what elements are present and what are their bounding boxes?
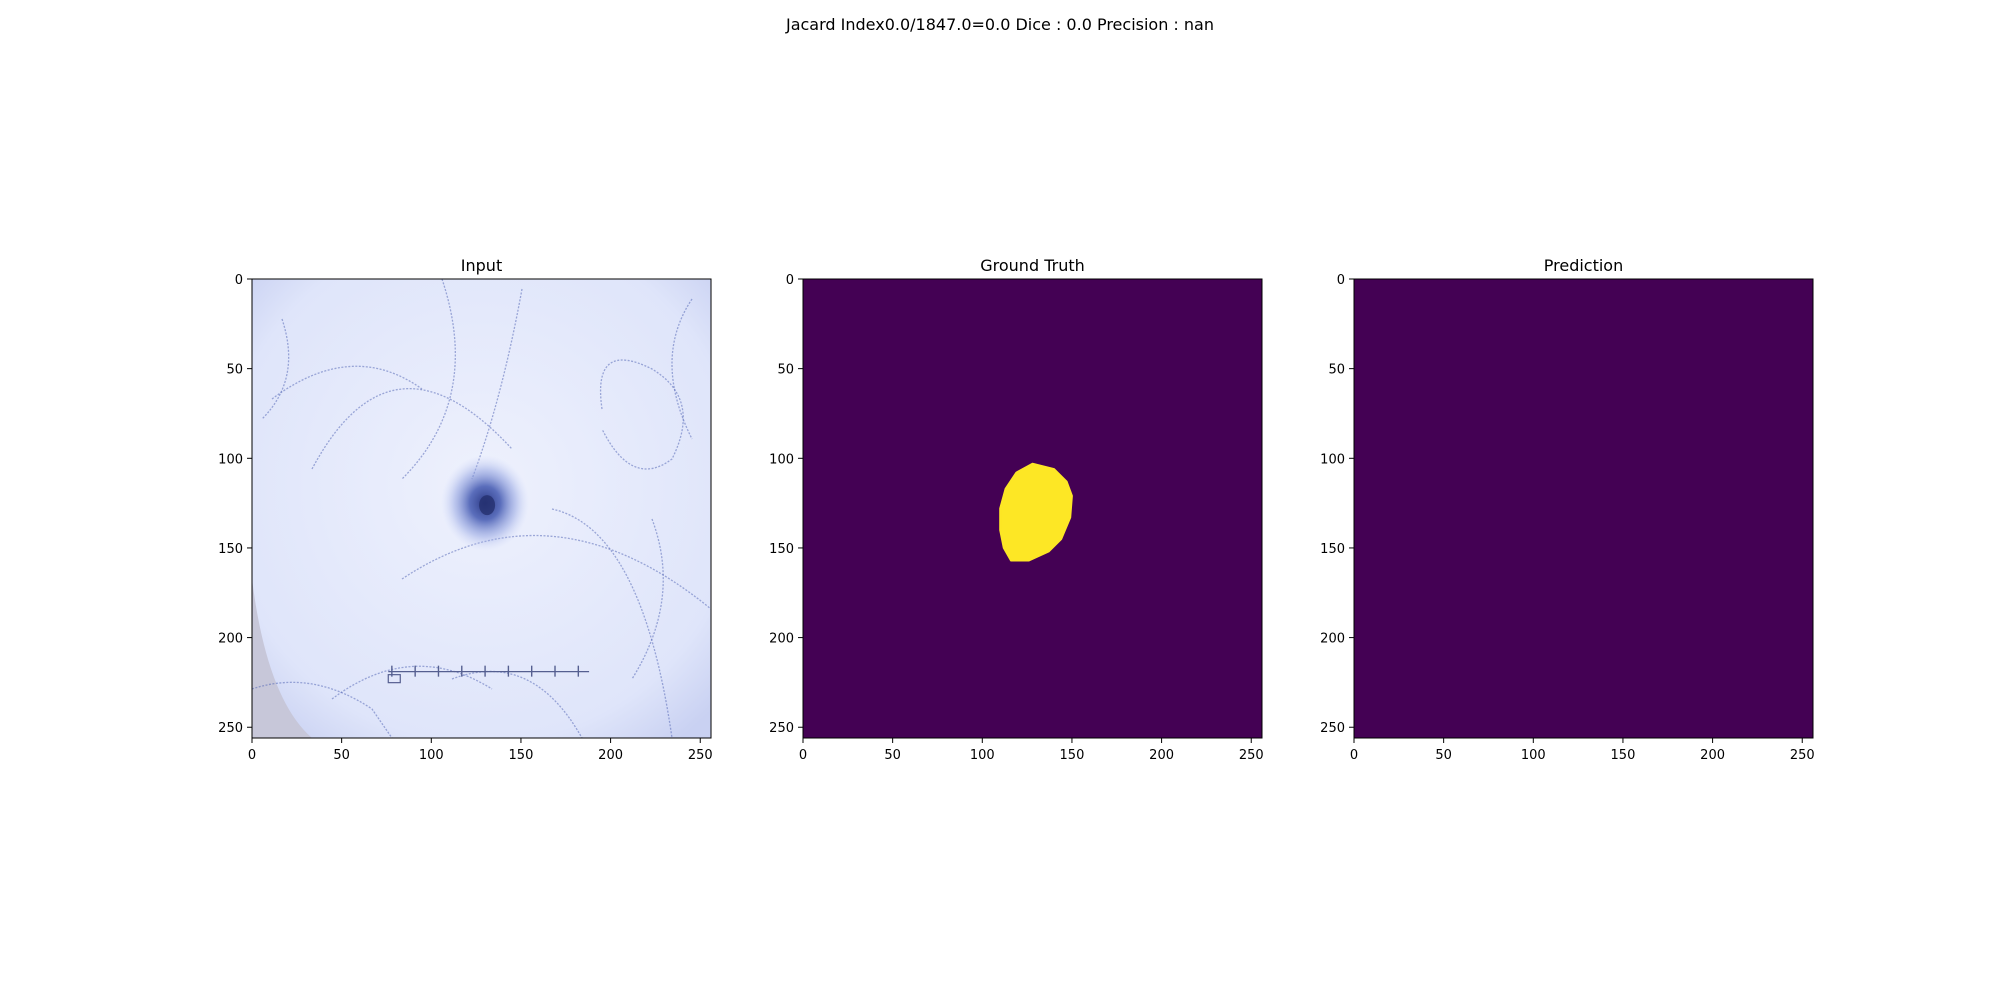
y-tick-label: 200 bbox=[1320, 632, 1345, 647]
mask-background bbox=[1354, 279, 1813, 738]
axes-frame bbox=[802, 278, 1263, 739]
x-tick-label: 150 bbox=[1611, 748, 1636, 763]
x-tick-label: 250 bbox=[1790, 748, 1815, 763]
x-tick-label: 50 bbox=[1435, 748, 1452, 763]
panel-title: Input bbox=[461, 256, 502, 275]
y-tick-label: 100 bbox=[1320, 452, 1345, 467]
x-tick-label: 50 bbox=[884, 748, 901, 763]
panel-title: Prediction bbox=[1544, 256, 1623, 275]
x-tick-label: 100 bbox=[970, 748, 995, 763]
x-tick-label: 250 bbox=[1239, 748, 1264, 763]
x-tick-label: 150 bbox=[509, 748, 534, 763]
figure-title: Jacard Index0.0/1847.0=0.0 Dice : 0.0 Pr… bbox=[785, 15, 1214, 34]
x-tick-label: 0 bbox=[248, 748, 256, 763]
y-tick-label: 150 bbox=[218, 542, 243, 557]
panel-title: Ground Truth bbox=[980, 256, 1085, 275]
hair bbox=[331, 665, 493, 700]
x-tick-label: 0 bbox=[1350, 748, 1358, 763]
y-tick-label: 150 bbox=[1320, 542, 1345, 557]
hair bbox=[311, 388, 513, 470]
hair bbox=[551, 508, 673, 738]
input-image bbox=[252, 279, 711, 738]
hair bbox=[252, 681, 393, 738]
axes-frame bbox=[1353, 278, 1814, 739]
lesion-mask bbox=[999, 462, 1073, 562]
x-tick-label: 150 bbox=[1060, 748, 1085, 763]
x-tick-label: 200 bbox=[1149, 748, 1174, 763]
hair bbox=[261, 318, 290, 420]
hair bbox=[631, 518, 664, 680]
y-tick-label: 250 bbox=[218, 721, 243, 736]
hair bbox=[600, 359, 684, 470]
y-tick-label: 50 bbox=[777, 363, 794, 378]
y-tick-label: 0 bbox=[786, 273, 794, 288]
y-tick-label: 250 bbox=[769, 721, 794, 736]
y-tick-label: 250 bbox=[1320, 721, 1345, 736]
x-tick-label: 50 bbox=[333, 748, 350, 763]
panel-ground-truth: Ground Truth 0 50 100 150 200 250 0 50 100 150 200 2… bbox=[769, 256, 1263, 763]
y-tick-label: 150 bbox=[769, 542, 794, 557]
x-tick-label: 0 bbox=[799, 748, 807, 763]
y-tick-label: 100 bbox=[218, 452, 243, 467]
hair bbox=[401, 534, 711, 610]
x-tick-label: 100 bbox=[419, 748, 444, 763]
axes-frame bbox=[251, 278, 712, 739]
x-tick-label: 100 bbox=[1521, 748, 1546, 763]
hair bbox=[271, 365, 423, 400]
vignette-corner bbox=[252, 579, 312, 738]
x-tick-label: 200 bbox=[598, 748, 623, 763]
x-tick-label: 200 bbox=[1700, 748, 1725, 763]
y-tick-label: 50 bbox=[226, 363, 243, 378]
panel-input: Input 0 50 100 150 200 250 0 50 100 150 200 250 bbox=[218, 256, 712, 763]
lesion-core bbox=[479, 495, 496, 516]
hair bbox=[451, 670, 583, 738]
hair bbox=[671, 298, 693, 440]
y-tick-label: 0 bbox=[1337, 273, 1345, 288]
panel-prediction: Prediction 0 50 100 150 200 250 0 50 100 150 200 250 bbox=[1320, 256, 1814, 763]
y-tick-label: 50 bbox=[1328, 363, 1345, 378]
x-tick-label: 250 bbox=[688, 748, 713, 763]
y-tick-label: 100 bbox=[769, 452, 794, 467]
y-tick-label: 0 bbox=[235, 273, 243, 288]
y-tick-label: 200 bbox=[218, 632, 243, 647]
y-tick-label: 200 bbox=[769, 632, 794, 647]
ruler-mark bbox=[387, 674, 401, 684]
